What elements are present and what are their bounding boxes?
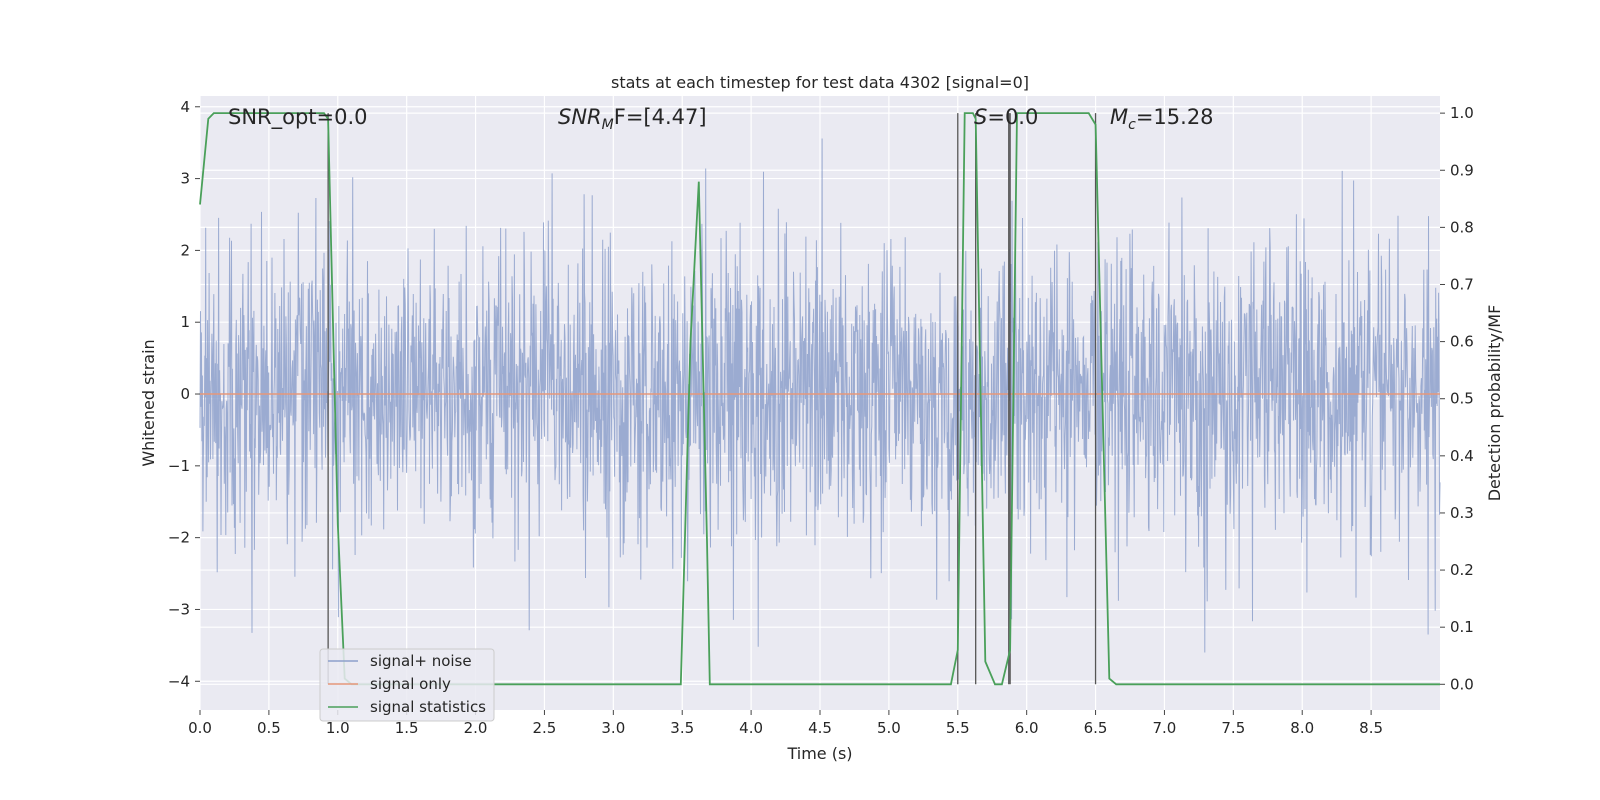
y-tick-label-left: 4 xyxy=(180,98,190,116)
y-tick-label-right: 0.7 xyxy=(1450,275,1474,293)
y-tick-label-right: 0.1 xyxy=(1450,618,1474,636)
annotation-s-var: S xyxy=(974,105,987,129)
annotation-snr-mf-var: SNR xyxy=(558,105,602,129)
legend-label-signal-only: signal only xyxy=(370,675,451,693)
legend: signal+ noise signal only signal statist… xyxy=(319,648,495,722)
y-tick-label-right: 0.8 xyxy=(1450,218,1474,236)
annotation-s: S=0.0 xyxy=(974,105,1038,129)
y-tick-label-left: 2 xyxy=(180,241,190,259)
x-tick-label: 0.0 xyxy=(188,719,212,737)
annotation-snr-mf-sub: M xyxy=(602,117,614,133)
x-tick-label: 3.0 xyxy=(601,719,625,737)
x-tick-label: 5.0 xyxy=(877,719,901,737)
y-tick-label-right: 0.0 xyxy=(1450,675,1474,693)
annotation-mc-rest: =15.28 xyxy=(1136,105,1214,129)
annotation-snr-mf: SNRMF=[4.47] xyxy=(558,105,707,133)
annotation-mc-sub: c xyxy=(1128,117,1136,133)
y-tick-label-right: 0.6 xyxy=(1450,333,1474,351)
x-ticks: 0.0 0.5 1.0 1.5 2.0 2.5 3.0 3.5 4.0 4.5 5.0 5.5 6.0 6… xyxy=(188,710,1383,737)
x-tick-label: 6.0 xyxy=(1015,719,1039,737)
x-tick-label: 8.5 xyxy=(1359,719,1383,737)
x-tick-label: 7.5 xyxy=(1221,719,1245,737)
y-tick-label-right: 0.3 xyxy=(1450,504,1474,522)
x-tick-label: 2.5 xyxy=(533,719,557,737)
x-tick-label: 3.5 xyxy=(670,719,694,737)
legend-label-statistics: signal statistics xyxy=(370,698,486,716)
x-tick-label: 0.5 xyxy=(257,719,281,737)
x-tick-label: 5.5 xyxy=(946,719,970,737)
x-tick-label: 4.5 xyxy=(808,719,832,737)
x-tick-label: 8.0 xyxy=(1290,719,1314,737)
y-tick-label-left: 3 xyxy=(180,170,190,188)
y-tick-label-right: 0.4 xyxy=(1450,447,1474,465)
annotation-snr-opt: SNR_opt=0.0 xyxy=(228,105,368,130)
x-tick-label: 1.5 xyxy=(395,719,419,737)
x-tick-label: 1.0 xyxy=(326,719,350,737)
y-tick-label-right: 1.0 xyxy=(1450,104,1474,122)
x-tick-label: 2.0 xyxy=(464,719,488,737)
noise-series xyxy=(199,138,1441,653)
legend-box xyxy=(319,648,495,722)
x-tick-label: 4.0 xyxy=(739,719,763,737)
x-tick-label: 6.5 xyxy=(1084,719,1108,737)
y-tick-label-left: −2 xyxy=(168,529,190,547)
y-tick-label-left: 0 xyxy=(180,385,190,403)
y-tick-label-right: 0.9 xyxy=(1450,161,1474,179)
y-ticks-left: 4 3 2 1 0 −1 −2 −3 −4 xyxy=(168,98,200,690)
y-tick-label-left: −3 xyxy=(168,600,190,618)
y-axis-label-right: Detection probability/MF xyxy=(1485,305,1504,502)
y-tick-label-left: −1 xyxy=(168,457,190,475)
x-tick-label: 7.0 xyxy=(1153,719,1177,737)
y-tick-label-left: −4 xyxy=(168,672,190,690)
y-tick-label-right: 0.2 xyxy=(1450,561,1474,579)
annotation-snr-mf-rest: F=[4.47] xyxy=(614,105,707,129)
annotation-s-value: =0.0 xyxy=(987,105,1038,129)
chart-title: stats at each timestep for test data 430… xyxy=(611,73,1029,92)
y-ticks-right: 1.0 0.9 0.8 0.7 0.6 0.5 0.4 0.3 0.2 0.1 0.0 xyxy=(1440,104,1474,693)
y-tick-label-left: 1 xyxy=(180,313,190,331)
y-axis-label-left: Whitened strain xyxy=(139,339,158,466)
annotation-mc-var: M xyxy=(1110,105,1128,129)
annotation-mc: Mc=15.28 xyxy=(1110,105,1214,133)
y-tick-label-right: 0.5 xyxy=(1450,390,1474,408)
legend-label-noise: signal+ noise xyxy=(370,652,472,670)
x-axis-label: Time (s) xyxy=(786,744,852,763)
noise-line xyxy=(199,138,1441,653)
